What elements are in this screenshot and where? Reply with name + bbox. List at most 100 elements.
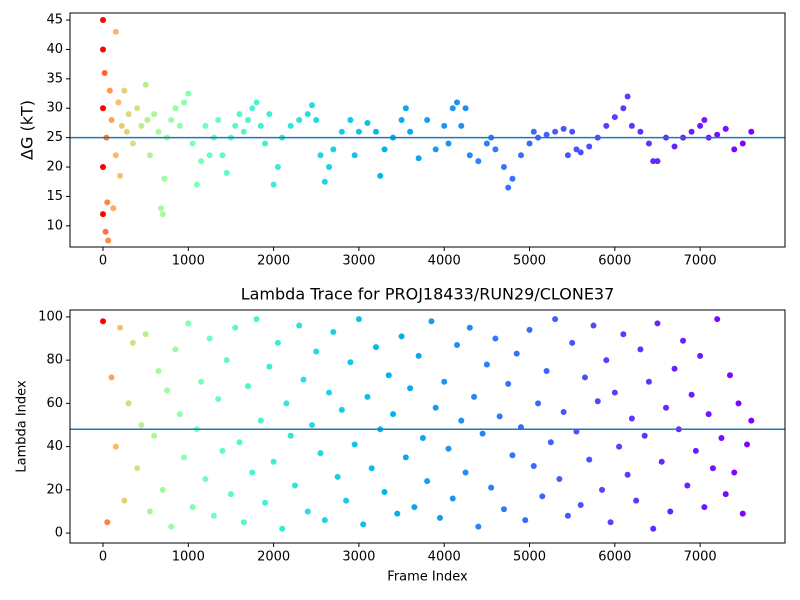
point xyxy=(172,105,179,112)
point xyxy=(105,237,112,244)
point xyxy=(355,316,362,323)
point xyxy=(458,417,465,424)
point xyxy=(100,318,107,325)
point xyxy=(603,357,610,364)
point xyxy=(296,117,303,124)
point xyxy=(590,322,597,329)
point xyxy=(100,211,107,218)
point xyxy=(245,383,252,390)
point xyxy=(449,495,456,502)
point xyxy=(415,352,422,359)
point xyxy=(445,140,452,147)
point xyxy=(603,122,610,129)
point xyxy=(663,404,670,411)
point xyxy=(658,458,665,465)
point xyxy=(731,146,738,153)
point xyxy=(240,519,247,526)
point xyxy=(142,331,149,338)
point xyxy=(125,111,132,118)
y-tick-label: 35 xyxy=(46,71,63,86)
point xyxy=(262,499,269,506)
point xyxy=(577,501,584,508)
x-tick-label: 7000 xyxy=(684,254,717,269)
point xyxy=(445,445,452,452)
point xyxy=(714,316,721,323)
x-tick-label: 3000 xyxy=(342,254,375,269)
point xyxy=(253,316,260,323)
point xyxy=(458,122,465,129)
point xyxy=(560,125,567,132)
point xyxy=(317,152,324,159)
point xyxy=(110,205,117,212)
point xyxy=(343,497,350,504)
point xyxy=(351,152,358,159)
point xyxy=(688,391,695,398)
point xyxy=(253,99,260,106)
point xyxy=(163,387,170,394)
point xyxy=(206,335,213,342)
point xyxy=(586,456,593,463)
point xyxy=(624,93,631,100)
point xyxy=(202,122,209,129)
point xyxy=(104,199,111,206)
point xyxy=(270,458,277,465)
point xyxy=(726,372,733,379)
point xyxy=(620,105,627,112)
point xyxy=(138,421,145,428)
point xyxy=(424,478,431,485)
point xyxy=(347,359,354,366)
point xyxy=(722,491,729,498)
point xyxy=(134,105,141,112)
point xyxy=(390,411,397,418)
point xyxy=(240,128,247,135)
point xyxy=(492,146,499,153)
point xyxy=(611,389,618,396)
point xyxy=(159,486,166,493)
point xyxy=(249,469,256,476)
point xyxy=(645,378,652,385)
point xyxy=(198,378,205,385)
point xyxy=(245,117,252,124)
point xyxy=(569,339,576,346)
point xyxy=(309,421,316,428)
point xyxy=(577,149,584,156)
point xyxy=(466,324,473,331)
x-tick-label: 6000 xyxy=(598,254,631,269)
point xyxy=(159,211,166,218)
y-tick-label: 100 xyxy=(38,309,63,324)
point xyxy=(407,128,414,135)
point xyxy=(500,164,507,171)
point xyxy=(466,152,473,159)
point xyxy=(688,128,695,135)
point xyxy=(249,105,256,112)
point xyxy=(449,105,456,112)
y-tick-label: 10 xyxy=(46,218,63,233)
point xyxy=(227,491,234,498)
point xyxy=(586,143,593,150)
point xyxy=(535,400,542,407)
point xyxy=(492,335,499,342)
point xyxy=(705,411,712,418)
point xyxy=(654,158,661,165)
point xyxy=(697,122,704,129)
point xyxy=(257,417,264,424)
point xyxy=(394,510,401,517)
point xyxy=(402,454,409,461)
point xyxy=(321,178,328,185)
point xyxy=(313,117,320,124)
point xyxy=(142,81,149,88)
point xyxy=(496,413,503,420)
point xyxy=(564,512,571,519)
point xyxy=(123,128,130,135)
point xyxy=(599,486,606,493)
point xyxy=(115,99,122,106)
point xyxy=(645,140,652,147)
point xyxy=(172,346,179,353)
point xyxy=(176,411,183,418)
point xyxy=(296,322,303,329)
chart-title: Lambda Trace for PROJ18433/RUN29/CLONE37 xyxy=(241,285,615,304)
x-tick-label: 1000 xyxy=(172,550,205,565)
point xyxy=(377,172,384,179)
point xyxy=(569,128,576,135)
point xyxy=(112,28,119,35)
